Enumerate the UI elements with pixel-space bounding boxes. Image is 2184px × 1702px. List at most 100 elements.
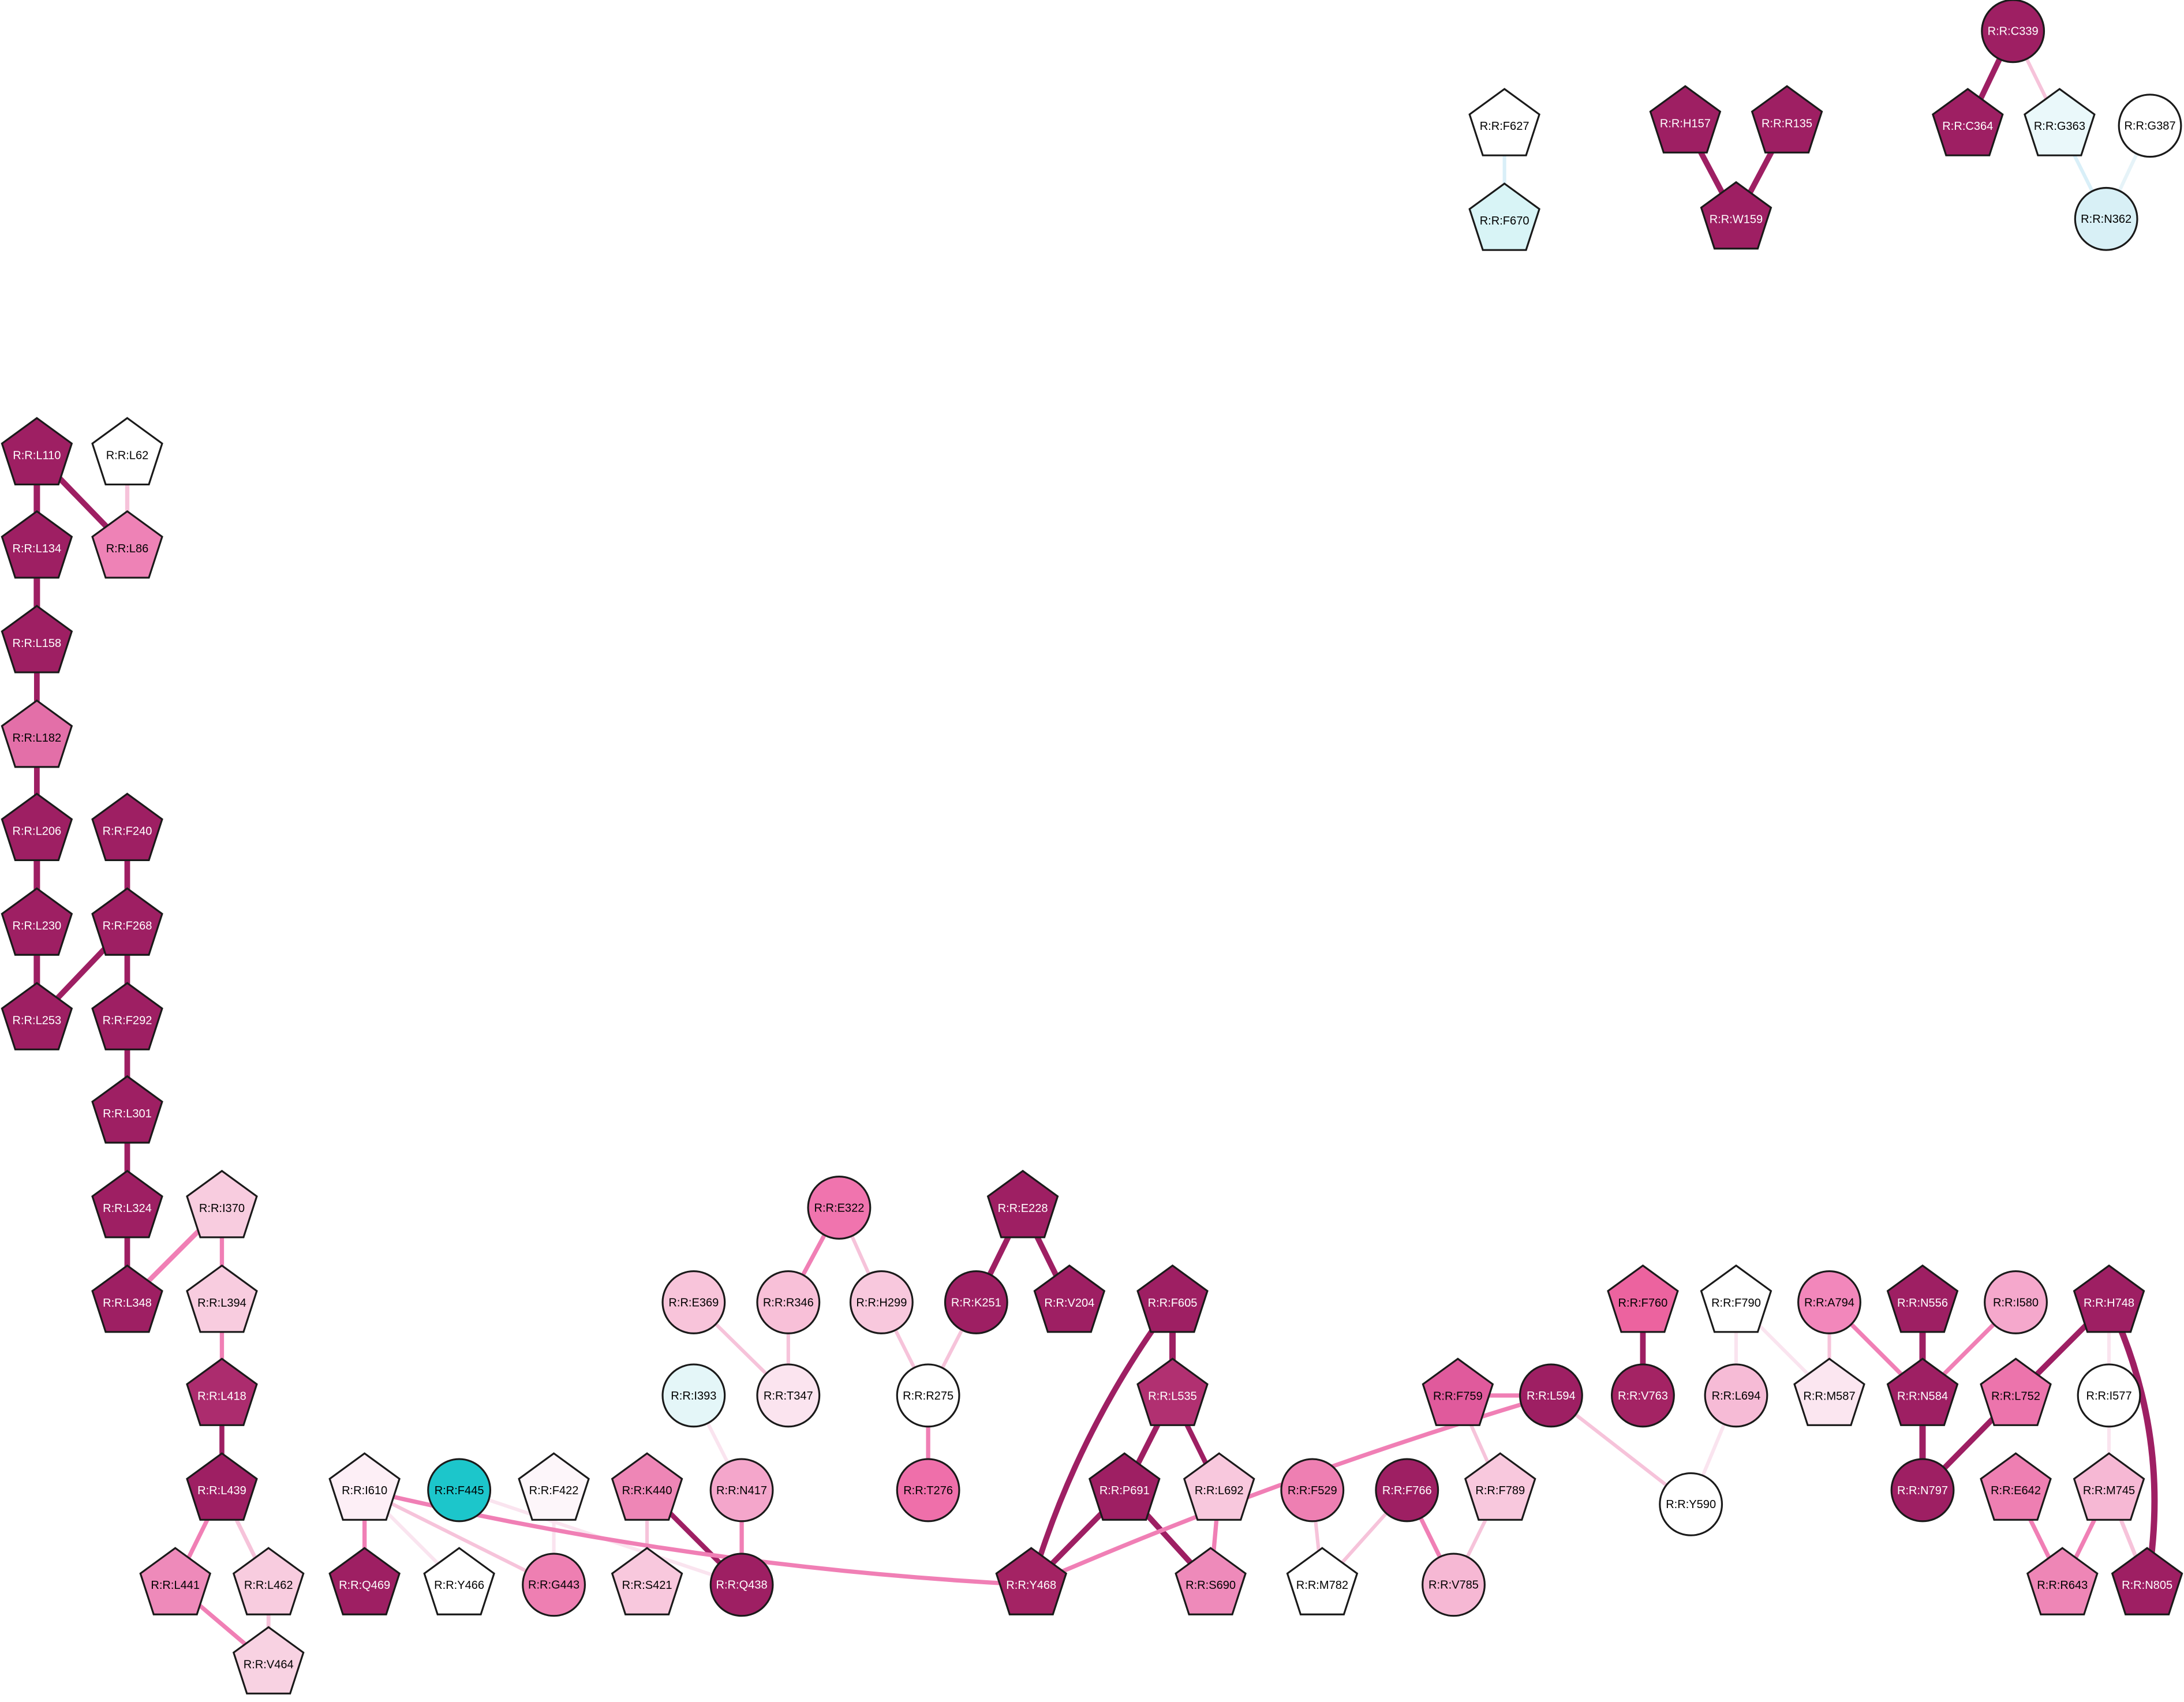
circle-shape — [661, 1270, 726, 1334]
node-N797[interactable]: R:R:N797 — [1890, 1458, 1955, 1523]
node-I610[interactable]: R:R:I610 — [328, 1452, 401, 1521]
node-I577[interactable]: R:R:I577 — [2077, 1363, 2141, 1428]
pentagon-shape — [186, 1264, 258, 1333]
node-L439[interactable]: R:R:L439 — [186, 1452, 258, 1521]
node-L62[interactable]: R:R:L62 — [91, 417, 163, 486]
node-F670[interactable]: R:R:F670 — [1468, 182, 1540, 251]
node-V763[interactable]: R:R:V763 — [1611, 1363, 1675, 1428]
node-L535[interactable]: R:R:L535 — [1136, 1357, 1209, 1426]
circle-shape — [1704, 1363, 1768, 1428]
node-I580[interactable]: R:R:I580 — [1984, 1270, 2048, 1334]
pentagon-shape — [2026, 1547, 2099, 1615]
node-L441[interactable]: R:R:L441 — [139, 1547, 212, 1615]
node-G387[interactable]: R:R:G387 — [2118, 93, 2182, 158]
node-H157[interactable]: R:R:H157 — [1649, 85, 1722, 154]
node-L182[interactable]: R:R:L182 — [1, 699, 73, 768]
node-S421[interactable]: R:R:S421 — [611, 1547, 683, 1615]
node-L134[interactable]: R:R:L134 — [1, 510, 73, 579]
node-W159[interactable]: R:R:W159 — [1700, 181, 1772, 250]
node-F790[interactable]: R:R:F790 — [1700, 1264, 1772, 1333]
node-I393[interactable]: R:R:I393 — [661, 1363, 726, 1428]
node-L692[interactable]: R:R:L692 — [1183, 1452, 1255, 1521]
node-N417[interactable]: R:R:N417 — [709, 1458, 774, 1523]
node-L206[interactable]: R:R:L206 — [1, 792, 73, 861]
node-F268[interactable]: R:R:F268 — [91, 887, 163, 956]
node-H748[interactable]: R:R:H748 — [2073, 1264, 2145, 1333]
node-F445[interactable]: R:R:F445 — [427, 1458, 492, 1523]
pentagon-shape — [1, 604, 73, 674]
node-F529[interactable]: R:R:F529 — [1280, 1458, 1345, 1523]
node-F240[interactable]: R:R:F240 — [91, 792, 163, 861]
node-K440[interactable]: R:R:K440 — [611, 1452, 683, 1521]
node-V464[interactable]: R:R:V464 — [232, 1626, 305, 1694]
circle-shape — [1422, 1553, 1486, 1617]
node-L462[interactable]: R:R:L462 — [232, 1547, 305, 1615]
pentagon-shape — [1, 510, 73, 579]
node-F605[interactable]: R:R:F605 — [1136, 1264, 1209, 1333]
node-G443[interactable]: R:R:G443 — [522, 1553, 586, 1617]
node-L110[interactable]: R:R:L110 — [1, 417, 73, 486]
node-A794[interactable]: R:R:A794 — [1797, 1270, 1861, 1334]
node-C339[interactable]: R:R:C339 — [1981, 0, 2045, 63]
node-E642[interactable]: R:R:E642 — [1980, 1452, 2052, 1521]
node-E369[interactable]: R:R:E369 — [661, 1270, 726, 1334]
pentagon-shape — [986, 1169, 1059, 1239]
pentagon-shape — [423, 1547, 495, 1615]
pentagon-shape — [1607, 1264, 1679, 1333]
pentagon-shape — [91, 1075, 163, 1144]
node-E228[interactable]: R:R:E228 — [986, 1169, 1059, 1239]
node-Q469[interactable]: R:R:Q469 — [328, 1547, 401, 1615]
circle-shape — [756, 1363, 821, 1428]
pentagon-shape — [91, 1264, 163, 1333]
node-F789[interactable]: R:R:F789 — [1464, 1452, 1536, 1521]
pentagon-shape — [611, 1547, 683, 1615]
node-F422[interactable]: R:R:F422 — [518, 1452, 590, 1521]
node-Y590[interactable]: R:R:Y590 — [1659, 1472, 1723, 1536]
pentagon-shape — [328, 1547, 401, 1615]
node-R275[interactable]: R:R:R275 — [896, 1363, 960, 1428]
node-L418[interactable]: R:R:L418 — [186, 1357, 258, 1426]
pentagon-shape — [1, 699, 73, 768]
node-H299[interactable]: R:R:H299 — [849, 1270, 914, 1334]
node-T276[interactable]: R:R:T276 — [896, 1458, 960, 1523]
node-R135[interactable]: R:R:R135 — [1751, 85, 1823, 154]
node-M745[interactable]: R:R:M745 — [2073, 1452, 2145, 1521]
node-L230[interactable]: R:R:L230 — [1, 887, 73, 956]
pentagon-shape — [91, 982, 163, 1050]
pentagon-shape — [2073, 1264, 2145, 1333]
node-V204[interactable]: R:R:V204 — [1033, 1264, 1106, 1333]
node-I370[interactable]: R:R:I370 — [186, 1169, 258, 1239]
node-L694[interactable]: R:R:L694 — [1704, 1363, 1768, 1428]
edge-Y468-F605 — [1028, 1299, 1176, 1588]
node-L324[interactable]: R:R:L324 — [91, 1169, 163, 1239]
pentagon-shape — [2073, 1452, 2145, 1521]
node-R643[interactable]: R:R:R643 — [2026, 1547, 2099, 1615]
node-T347[interactable]: R:R:T347 — [756, 1363, 821, 1428]
node-R346[interactable]: R:R:R346 — [756, 1270, 821, 1334]
node-V785[interactable]: R:R:V785 — [1422, 1553, 1486, 1617]
node-N362[interactable]: R:R:N362 — [2074, 186, 2138, 251]
node-L594[interactable]: R:R:L594 — [1519, 1363, 1583, 1428]
node-P691[interactable]: R:R:P691 — [1088, 1452, 1161, 1521]
node-F760[interactable]: R:R:F760 — [1607, 1264, 1679, 1333]
node-F292[interactable]: R:R:F292 — [91, 982, 163, 1050]
node-N805[interactable]: R:R:N805 — [2111, 1547, 2183, 1615]
node-Q438[interactable]: R:R:Q438 — [709, 1553, 774, 1617]
node-E322[interactable]: R:R:E322 — [807, 1176, 872, 1240]
node-L394[interactable]: R:R:L394 — [186, 1264, 258, 1333]
node-K251[interactable]: R:R:K251 — [944, 1270, 1008, 1334]
node-F759[interactable]: R:R:F759 — [1422, 1357, 1494, 1426]
node-L158[interactable]: R:R:L158 — [1, 604, 73, 674]
node-N556[interactable]: R:R:N556 — [1886, 1264, 1959, 1333]
circle-shape — [1797, 1270, 1861, 1334]
node-G363[interactable]: R:R:G363 — [2024, 88, 2096, 156]
edge-H748-N805 — [2106, 1299, 2158, 1588]
node-C364[interactable]: R:R:C364 — [1932, 88, 2004, 156]
node-F627[interactable]: R:R:F627 — [1468, 88, 1540, 156]
node-L301[interactable]: R:R:L301 — [91, 1075, 163, 1144]
circle-shape — [709, 1458, 774, 1523]
circle-shape — [2074, 186, 2138, 251]
node-F766[interactable]: R:R:F766 — [1375, 1458, 1439, 1523]
circle-shape — [807, 1176, 872, 1240]
